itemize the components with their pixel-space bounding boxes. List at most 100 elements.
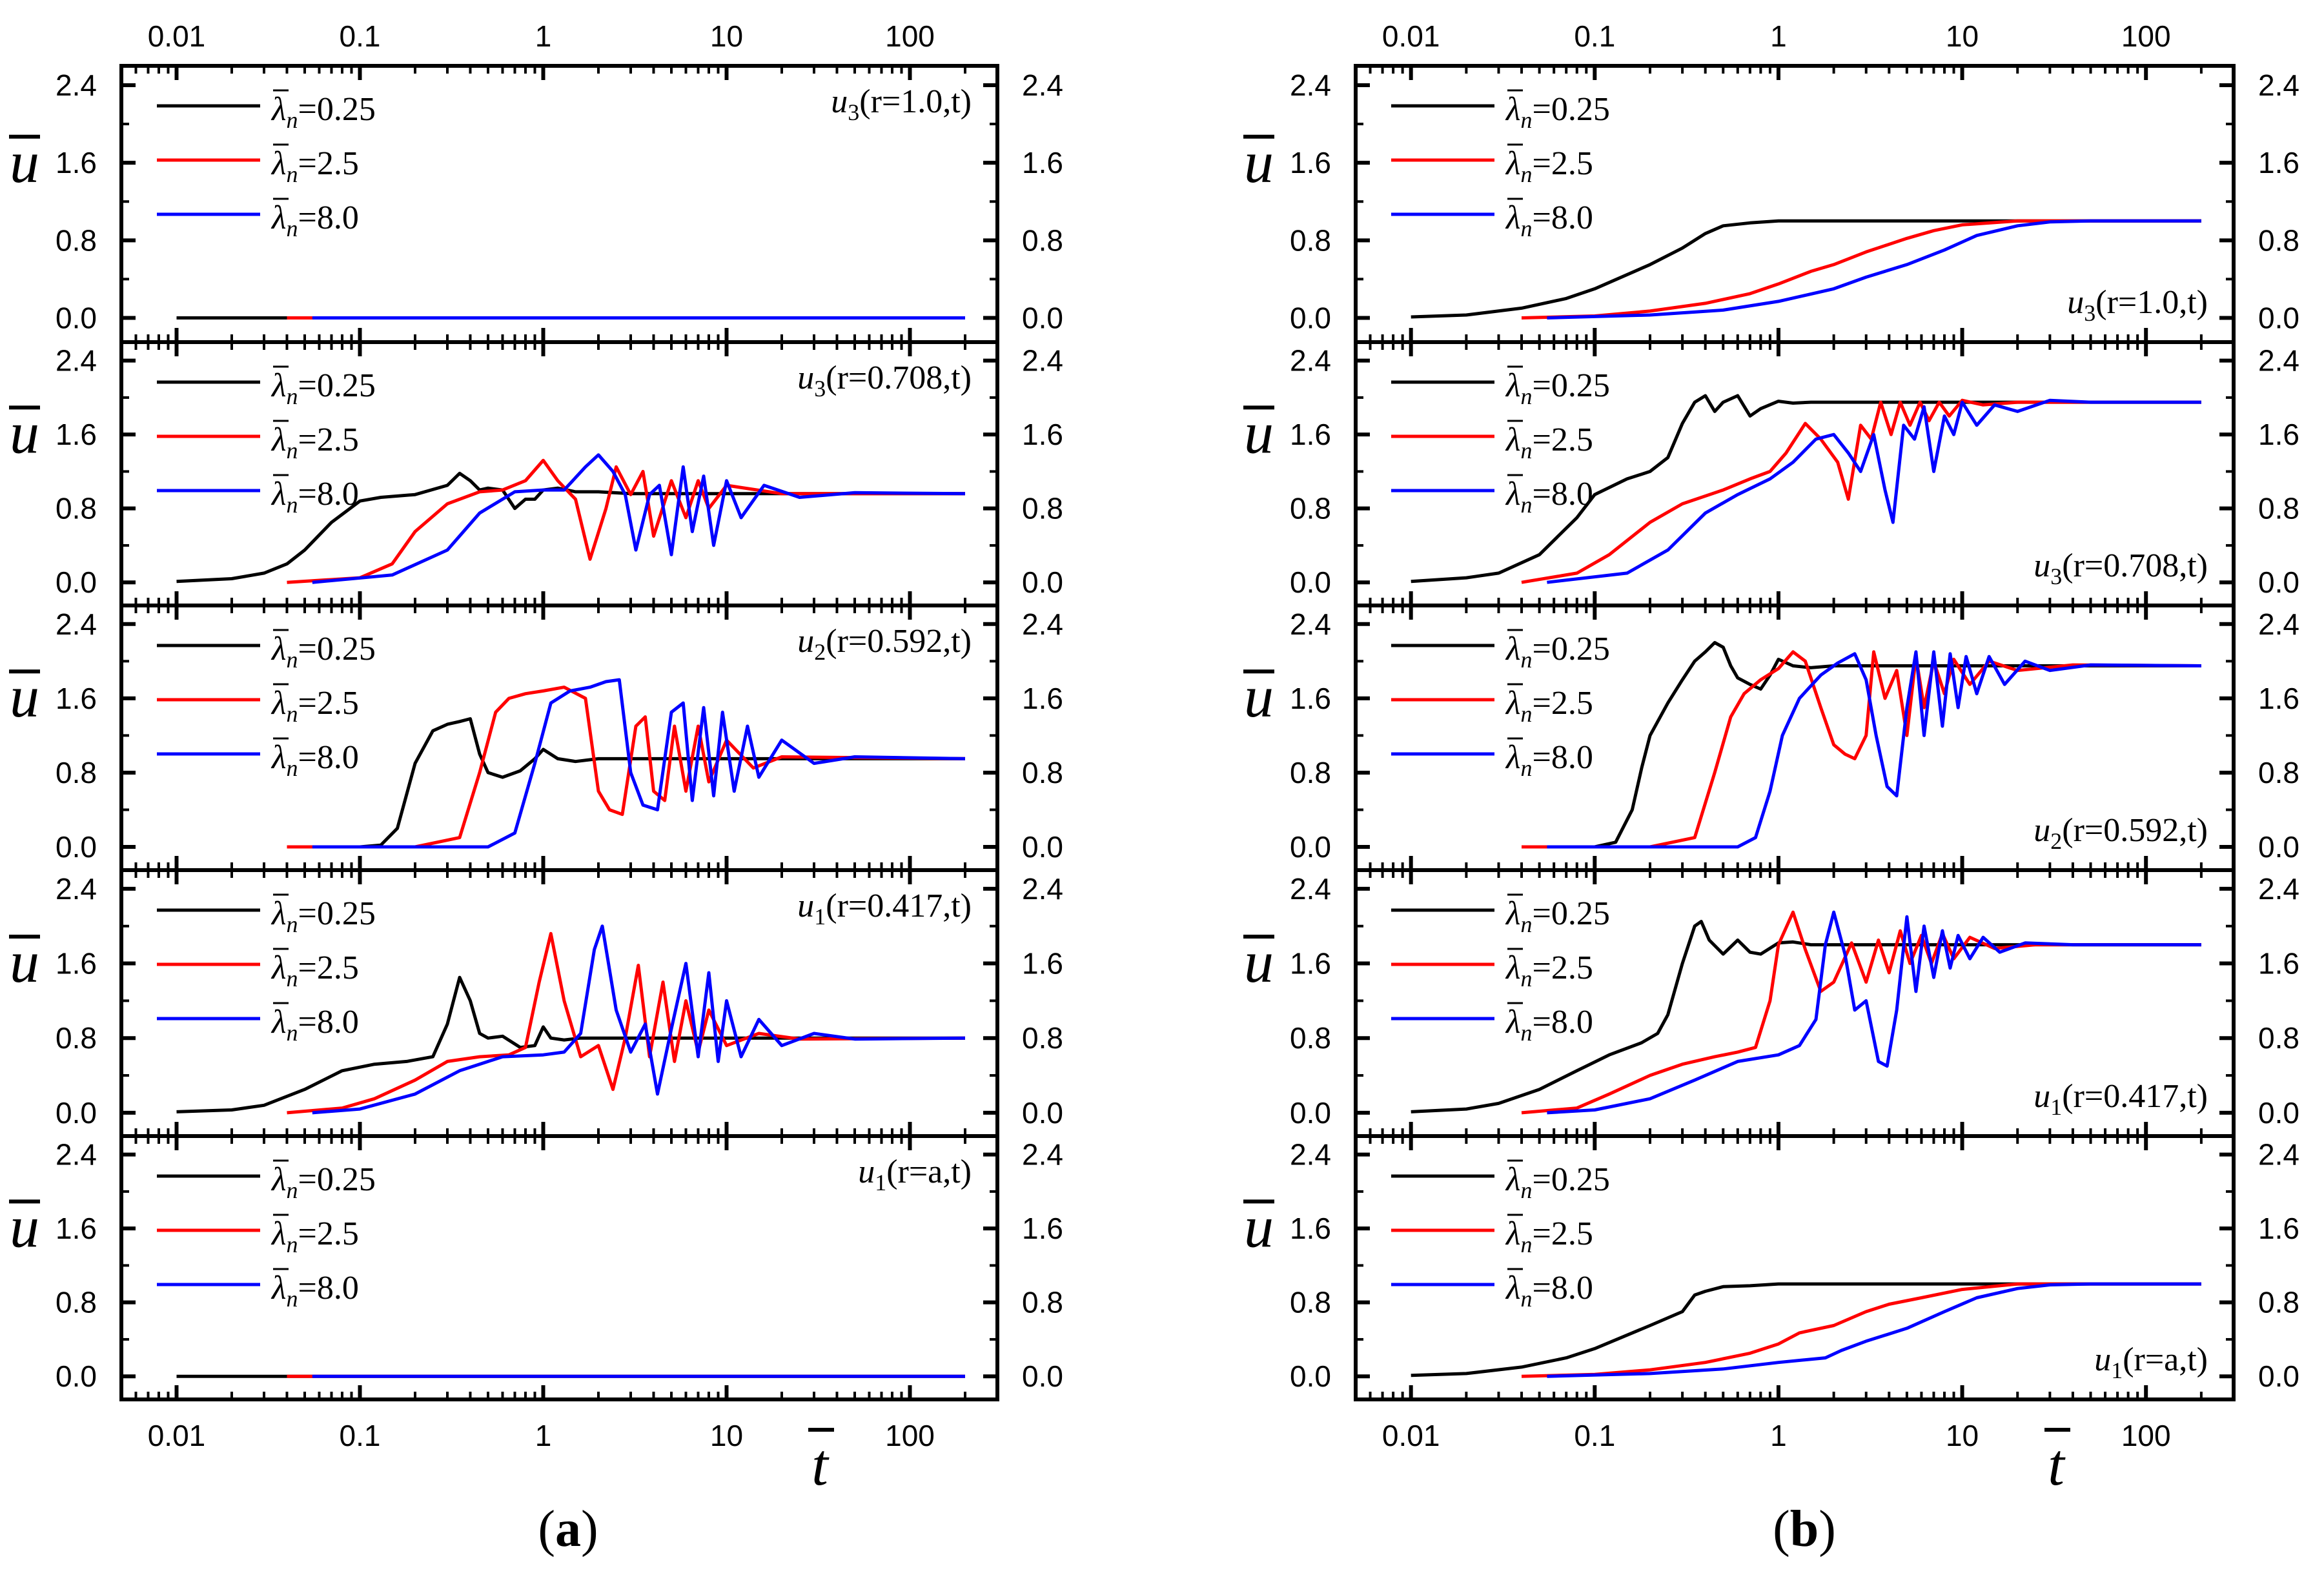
y-tick-label-left: 0.8: [56, 1021, 97, 1055]
y-tick-label-right: 0.0: [1022, 1359, 1063, 1393]
legend-label: λn=8.0: [1505, 1004, 1593, 1046]
legend-label: λn=8.0: [270, 1270, 359, 1312]
legend: λn=0.25 λn=2.5 λn=8.0: [1391, 365, 1610, 518]
y-tick-label-left: 0.8: [56, 1286, 97, 1319]
y-tick-label-left: 2.4: [1290, 344, 1331, 378]
y-tick-label-left: 0.8: [1290, 223, 1331, 257]
y-tick-label-right: 0.8: [1022, 223, 1063, 257]
x-axis-title-b: t: [2044, 1428, 2070, 1498]
legend-label: λn=8.0: [270, 476, 359, 518]
y-tick-label-right: 2.4: [2258, 344, 2299, 378]
legend-label: λn=8.0: [1505, 739, 1593, 781]
plot-frame: [1354, 1134, 2236, 1401]
series-line-2: [287, 458, 965, 584]
legend-label: λn=8.0: [270, 199, 359, 241]
panel-label-b: (b): [1773, 1501, 1836, 1558]
legend-label: λn=0.25: [270, 1161, 376, 1203]
y-tick-label-right: 2.4: [2258, 1138, 2299, 1172]
series-line-1: [176, 975, 965, 1113]
legend-label: λn=0.25: [1505, 91, 1610, 133]
series-line-2: [287, 931, 966, 1115]
y-axis-title-text: u: [10, 129, 39, 195]
y-tick-label-left: 1.6: [56, 146, 97, 179]
y-tick-label-left: 0.0: [56, 565, 97, 599]
y-axis-title-text: u: [10, 1194, 39, 1259]
legend-label: λn=2.5: [1505, 145, 1593, 187]
y-tick-label-right: 1.6: [1022, 1212, 1063, 1245]
series-line-1: [1411, 219, 2201, 319]
y-axis-title: u: [9, 400, 40, 465]
subplot-annotation: u1(r=0.417,t): [2034, 1078, 2208, 1120]
series-line-2: [1522, 650, 2201, 849]
y-tick-label-left: 1.6: [56, 947, 97, 981]
series-line-3: [1547, 650, 2201, 849]
y-axis-title: u: [9, 664, 40, 729]
y-tick-label-right: 0.8: [2258, 492, 2299, 525]
series-line-3: [1547, 910, 2201, 1115]
y-axis-title-text: u: [1244, 1194, 1274, 1259]
subplot-annotation: u3(r=1.0,t): [2067, 284, 2208, 326]
y-tick-label-left: 0.0: [1290, 1359, 1331, 1393]
y-tick-label-right: 0.0: [2258, 301, 2299, 334]
y-tick-label-left: 0.8: [56, 492, 97, 525]
y-tick-label-right: 2.4: [1022, 68, 1063, 102]
legend-label: λn=8.0: [1505, 476, 1593, 518]
subplot-b-0: 0.0 0.0 0.8 0.8 1.6 1.6 2.4 2.4 0.01 0.1 1 10 100 u λn…: [1243, 19, 2299, 344]
legend-label: λn=2.5: [1505, 1215, 1593, 1257]
y-tick-label-right: 0.8: [2258, 223, 2299, 257]
legend: λn=0.25 λn=2.5 λn=8.0: [1391, 893, 1610, 1046]
y-tick-label-right: 0.0: [2258, 830, 2299, 864]
legend: λn=0.25 λn=2.5 λn=8.0: [1391, 629, 1610, 781]
x-tick-label-bottom: 1: [1770, 1419, 1787, 1452]
legend: λn=0.25 λn=2.5 λn=8.0: [157, 1159, 376, 1312]
legend-label: λn=2.5: [270, 950, 359, 991]
subplot-a-4: 0.0 0.0 0.8 0.8 1.6 1.6 2.4 2.4 0.01 0.1 1 10 100 u λn…: [9, 1134, 1063, 1452]
x-tick-label-bottom: 10: [710, 1419, 743, 1452]
y-axis-title-text: u: [1244, 400, 1274, 465]
y-tick-label-left: 0.0: [56, 1359, 97, 1393]
series-line-2: [1521, 910, 2201, 1115]
series-line-3: [1547, 219, 2201, 320]
legend-label: λn=8.0: [270, 739, 359, 781]
y-tick-label-left: 1.6: [1290, 947, 1331, 981]
y-tick-label-right: 2.4: [1022, 607, 1063, 641]
subplot-annotation: u3(r=1.0,t): [831, 83, 972, 125]
legend-label: λn=2.5: [270, 685, 359, 727]
x-axis-title-text: t: [811, 1432, 830, 1498]
column-a: 0.0 0.00.8 0.81.6 1.62.4 2.40.01 0.1 1 10 100uλn…: [9, 19, 1063, 1452]
series-line-2: [1521, 219, 2201, 320]
y-tick-label-left: 0.0: [1290, 1096, 1331, 1130]
subplot-annotation: u1(r=0.417,t): [797, 888, 972, 930]
legend-label: λn=2.5: [1505, 950, 1593, 991]
y-tick-label-right: 0.0: [2258, 1096, 2299, 1130]
series-line-2: [1521, 1282, 2201, 1378]
y-tick-label-left: 0.8: [56, 223, 97, 257]
series-line-2: [1521, 398, 2201, 584]
y-tick-label-right: 2.4: [1022, 1138, 1063, 1172]
legend-label: λn=2.5: [1505, 685, 1593, 727]
y-tick-label-right: 1.6: [2258, 682, 2299, 715]
y-tick-label-left: 1.6: [56, 1212, 97, 1245]
y-tick-label-right: 0.8: [1022, 756, 1063, 789]
y-tick-label-left: 0.0: [1290, 830, 1331, 864]
y-axis-title-text: u: [1244, 929, 1274, 995]
y-axis-title: u: [1243, 929, 1274, 995]
y-tick-label-right: 1.6: [1022, 146, 1063, 179]
subplot-annotation: u1(r=a,t): [858, 1153, 972, 1195]
x-tick-label-bottom: 100: [2121, 1419, 2171, 1452]
y-tick-label-right: 1.6: [1022, 947, 1063, 981]
y-axis-title: u: [1243, 129, 1274, 195]
subplot-annotation: u3(r=0.708,t): [797, 360, 972, 401]
series-line-1: [1411, 394, 2201, 584]
y-tick-label-left: 2.4: [56, 872, 97, 906]
y-tick-label-right: 2.4: [1022, 872, 1063, 906]
legend-label: λn=0.25: [270, 367, 376, 409]
y-tick-label-left: 2.4: [56, 1138, 97, 1172]
y-axis-title: u: [9, 129, 40, 195]
x-tick-label-top: 1: [535, 19, 552, 53]
series-line-3: [1547, 398, 2201, 584]
legend: λn=0.25 λn=2.5 λn=8.0: [1391, 89, 1610, 241]
y-tick-label-right: 0.8: [2258, 1021, 2299, 1055]
y-tick-label-left: 1.6: [1290, 682, 1331, 715]
